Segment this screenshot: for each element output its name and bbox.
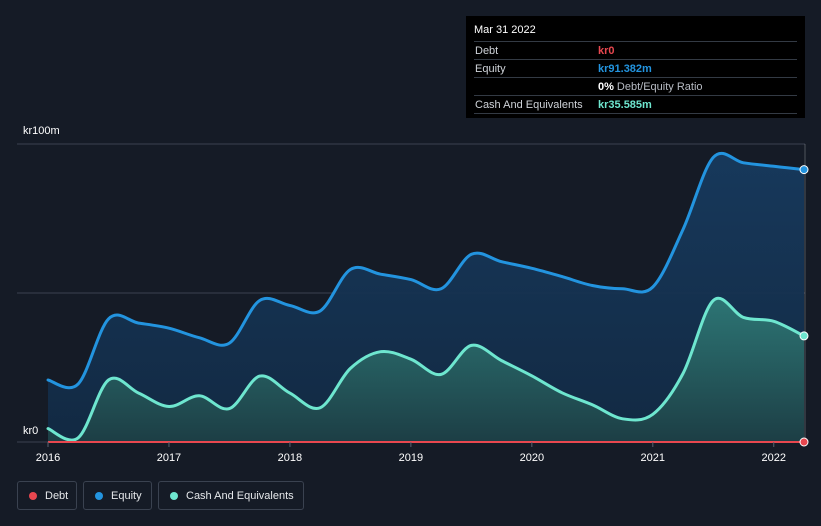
tooltip-row-equity: Equity kr91.382m bbox=[474, 59, 797, 77]
x-tick-label-2019: 2019 bbox=[399, 452, 423, 464]
x-tick-label-2020: 2020 bbox=[520, 452, 544, 464]
equity-end-point bbox=[799, 165, 809, 175]
data-tooltip: Mar 31 2022 Debt kr0 Equity kr91.382m 0%… bbox=[466, 16, 805, 118]
x-tick-label-2016: 2016 bbox=[36, 452, 60, 464]
x-tick-label-2022: 2022 bbox=[762, 452, 786, 464]
legend-debt-dot bbox=[29, 491, 37, 500]
x-tick-label-2018: 2018 bbox=[278, 452, 302, 464]
tooltip-cash-label: Cash And Equivalents bbox=[475, 98, 583, 111]
cash-line bbox=[46, 296, 806, 442]
tooltip-row-cash: Cash And Equivalents kr35.585m bbox=[474, 95, 797, 114]
legend-equity-label: Equity bbox=[111, 489, 142, 502]
tooltip-debt-label: Debt bbox=[475, 44, 499, 57]
legend-cash-label: Cash And Equivalents bbox=[186, 489, 294, 502]
legend-debt-label: Debt bbox=[45, 489, 69, 502]
y-axis-top-label: kr100m bbox=[23, 125, 60, 137]
legend-cash-dot bbox=[170, 491, 178, 500]
tooltip-row-ratio: 0% Debt/Equity Ratio bbox=[474, 77, 797, 95]
legend-cash[interactable]: Cash And Equivalents bbox=[158, 481, 304, 510]
y-axis-bottom-label: kr0 bbox=[23, 425, 39, 437]
legend-debt[interactable]: Debt bbox=[17, 481, 77, 510]
x-axis-ticks: 2016 2017 2018 2019 2020 2021 2022 bbox=[36, 442, 786, 464]
x-tick-label-2021: 2021 bbox=[641, 452, 665, 464]
legend-equity[interactable]: Equity bbox=[83, 481, 152, 510]
debt-end-point bbox=[799, 437, 809, 447]
tooltip-debt-value: kr0 bbox=[598, 44, 615, 57]
tooltip-ratio-value: 0% bbox=[598, 80, 614, 93]
tooltip-equity-value: kr91.382m bbox=[598, 62, 652, 75]
tooltip-date: Mar 31 2022 bbox=[474, 24, 536, 36]
equity-area bbox=[48, 153, 804, 442]
x-tick-label-2017: 2017 bbox=[157, 452, 181, 464]
tooltip-row-debt: Debt kr0 bbox=[474, 41, 797, 59]
equity-line bbox=[46, 151, 806, 390]
tooltip-ratio-label: Debt/Equity Ratio bbox=[616, 80, 703, 93]
tooltip-equity-label: Equity bbox=[475, 62, 506, 75]
cash-end-point bbox=[799, 331, 809, 341]
tooltip-cash-value: kr35.585m bbox=[598, 98, 652, 111]
legend-equity-dot bbox=[95, 491, 103, 500]
